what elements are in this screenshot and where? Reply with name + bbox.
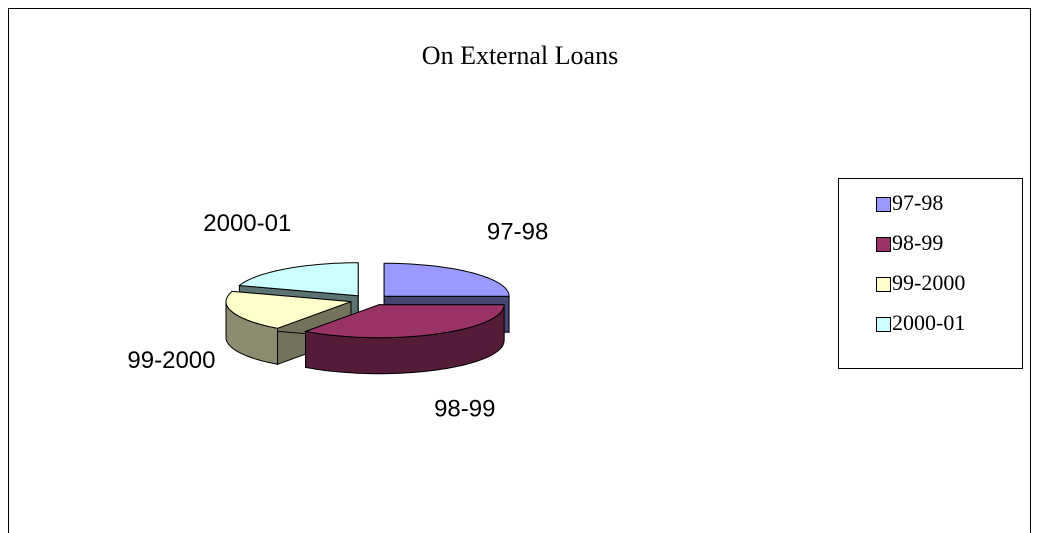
legend-swatch — [876, 237, 891, 252]
data-label: 97-98 — [487, 219, 548, 246]
legend-label: 97-98 — [892, 190, 943, 215]
legend-label: 99-2000 — [892, 270, 965, 295]
slice — [238, 262, 359, 297]
pie — [225, 262, 510, 375]
legend-swatch — [876, 277, 891, 292]
data-label: 99-2000 — [127, 347, 215, 374]
slice — [383, 262, 510, 297]
legend-label: 98-99 — [892, 230, 943, 255]
data-label: 2000-01 — [203, 210, 291, 237]
data-label: 98-99 — [434, 395, 495, 422]
chart-title: On External Loans — [422, 41, 618, 70]
legend-box — [838, 178, 1023, 369]
legend-swatch — [876, 317, 891, 332]
legend-label: 2000-01 — [892, 310, 965, 335]
slice — [225, 290, 352, 329]
slice — [303, 304, 505, 339]
legend-swatch — [876, 197, 891, 212]
